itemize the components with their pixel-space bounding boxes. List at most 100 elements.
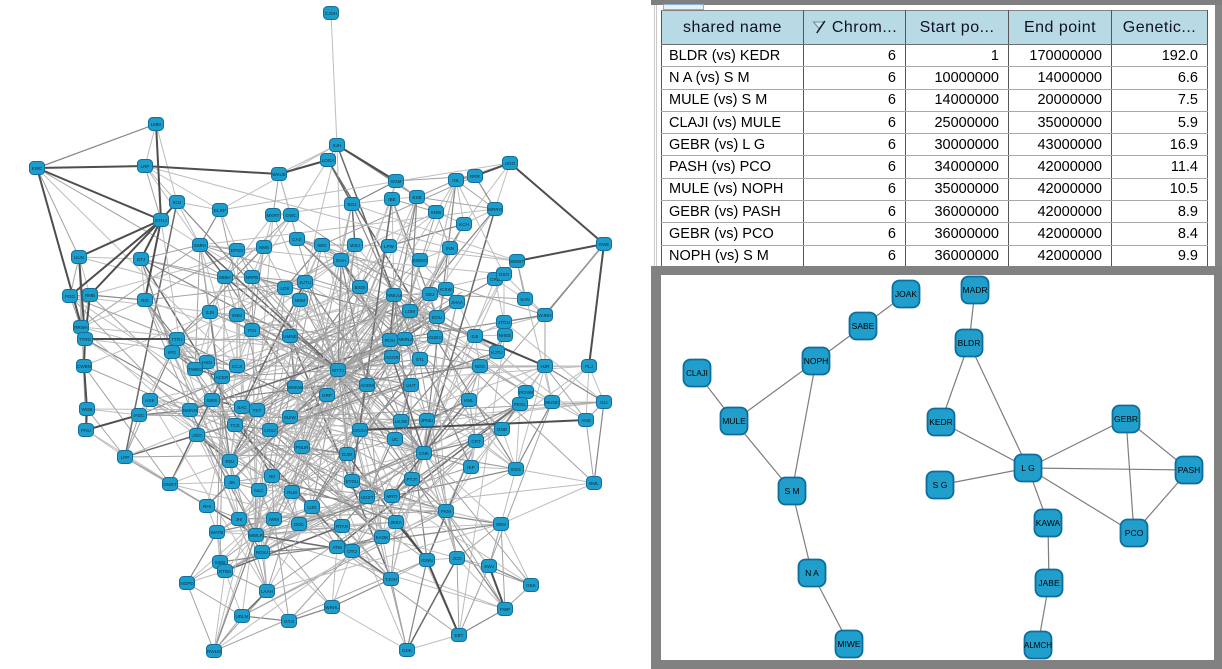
svg-text:MJIW: MJIW (284, 415, 296, 420)
svg-text:MRTI: MRTI (386, 494, 397, 499)
svg-text:SEM: SEM (496, 522, 506, 527)
svg-text:UUT: UUT (406, 383, 416, 388)
svg-text:IKP: IKP (467, 465, 474, 470)
svg-text:BWS: BWS (207, 398, 217, 403)
svg-text:NMNN: NMNN (183, 408, 197, 413)
svg-text:IPG: IPG (168, 350, 176, 355)
svg-text:BLDR: BLDR (958, 338, 981, 348)
svg-text:WSKW: WSKW (288, 385, 303, 390)
svg-text:GDK: GDK (402, 648, 413, 653)
svg-text:TCS: TCS (230, 423, 239, 428)
svg-text:MMNJ: MMNJ (398, 337, 411, 342)
svg-text:UMNE: UMNE (283, 334, 297, 339)
svg-text:DAH: DAH (336, 258, 346, 263)
svg-text:JGO: JGO (192, 433, 202, 438)
svg-text:LRP: LRP (141, 164, 150, 169)
svg-text:TTRG: TTRG (79, 337, 92, 342)
svg-text:IBE: IBE (388, 197, 395, 202)
svg-text:ICKW: ICKW (440, 287, 453, 292)
svg-text:ELRP: ELRP (214, 208, 226, 213)
svg-text:SNW: SNW (431, 210, 442, 215)
svg-text:NNM: NNM (295, 298, 306, 303)
svg-text:RLM: RLM (287, 490, 297, 495)
svg-text:STL: STL (416, 357, 425, 362)
svg-text:IUEB: IUEB (215, 560, 226, 565)
svg-text:OWE: OWE (599, 242, 610, 247)
svg-text:ANS: ANS (581, 418, 590, 423)
svg-text:LKJW: LKJW (395, 419, 408, 424)
svg-text:KJTU: KJTU (491, 350, 502, 355)
svg-text:JABE: JABE (1038, 578, 1060, 588)
svg-text:WWBT: WWBT (510, 259, 525, 264)
svg-text:PASH: PASH (1178, 465, 1201, 475)
svg-text:SAC: SAC (237, 405, 247, 410)
svg-text:EOU: EOU (432, 315, 442, 320)
svg-text:OGGA: OGGA (353, 428, 368, 433)
svg-text:PNU: PNU (81, 428, 91, 433)
svg-text:CJDH: CJDH (325, 11, 337, 16)
svg-text:EMNI: EMNI (194, 243, 205, 248)
svg-text:NRPB: NRPB (246, 275, 259, 280)
svg-text:DJI: DJI (472, 334, 479, 339)
svg-text:UGO: UGO (505, 161, 516, 166)
svg-text:CLAJI: CLAJI (686, 369, 708, 378)
svg-text:NDG: NDG (475, 364, 486, 369)
svg-text:BTJ: BTJ (137, 257, 145, 262)
svg-text:LOGA: LOGA (322, 158, 336, 163)
svg-text:NOPH: NOPH (804, 356, 829, 366)
svg-text:JUTU: JUTU (299, 280, 311, 285)
svg-text:EWDG: EWDG (413, 258, 428, 263)
svg-text:WKUE: WKUE (272, 172, 286, 177)
svg-text:MKRT: MKRT (267, 213, 280, 218)
svg-text:GTJI: GTJI (284, 619, 294, 624)
svg-text:JOAK: JOAK (895, 289, 918, 299)
svg-text:ETHJ: ETHJ (155, 218, 166, 223)
svg-text:OEJ: OEJ (426, 292, 435, 297)
svg-text:IGNN: IGNN (421, 558, 432, 563)
svg-text:OTO: OTO (347, 549, 357, 554)
svg-text:NHEE: NHEE (499, 333, 512, 338)
svg-text:PKM: PKM (441, 509, 451, 514)
svg-text:RRWA: RRWA (74, 325, 89, 330)
svg-text:PTJT: PTJT (407, 477, 418, 482)
svg-text:IWG: IWG (317, 243, 327, 248)
svg-text:SJH: SJH (333, 143, 342, 148)
svg-text:BGJ: BGJ (348, 202, 357, 207)
svg-text:GGM: GGM (391, 179, 402, 184)
svg-text:MADR: MADR (962, 285, 987, 295)
svg-text:GEK: GEK (526, 583, 537, 588)
svg-text:BML: BML (589, 481, 599, 486)
svg-text:SWJ: SWJ (484, 564, 494, 569)
svg-text:JIK: JIK (229, 480, 237, 485)
svg-text:NLC: NLC (254, 488, 264, 493)
svg-text:KCH: KCH (459, 222, 469, 227)
svg-text:GEBR: GEBR (1114, 414, 1138, 424)
svg-text:LPW: LPW (384, 244, 395, 249)
svg-text:RRR: RRR (470, 174, 481, 179)
svg-text:PCO: PCO (1125, 528, 1144, 538)
svg-text:TTRJ: TTRJ (171, 337, 182, 342)
svg-text:RWLM: RWLM (207, 649, 221, 654)
svg-text:TWBG: TWBG (188, 367, 202, 372)
svg-text:WRRG: WRRG (488, 207, 503, 212)
svg-text:L G: L G (1021, 463, 1034, 473)
svg-text:RGSJ: RGSJ (256, 550, 268, 555)
svg-text:KAWA: KAWA (1036, 518, 1061, 528)
svg-text:ESG: ESG (511, 467, 521, 472)
svg-text:CCJI: CCJI (232, 364, 242, 369)
svg-text:BSOI: BSOI (355, 285, 366, 290)
svg-text:RTBS: RTBS (219, 569, 231, 574)
svg-text:JTOU: JTOU (498, 320, 510, 325)
svg-text:IOL: IOL (452, 178, 460, 183)
svg-text:JEKA: JEKA (390, 520, 402, 525)
svg-text:NMUU: NMUU (387, 293, 401, 298)
svg-text:RHI: RHI (203, 504, 211, 509)
svg-text:KAOK: KAOK (376, 535, 390, 540)
svg-text:S G: S G (933, 480, 948, 490)
svg-text:WRHL: WRHL (325, 605, 339, 610)
svg-text:WUNC: WUNC (545, 400, 560, 405)
svg-text:ROH: ROH (385, 338, 395, 343)
svg-text:LOM: LOM (405, 309, 415, 314)
svg-text:UUN: UUN (74, 255, 84, 260)
svg-text:DDC: DDC (294, 522, 305, 527)
